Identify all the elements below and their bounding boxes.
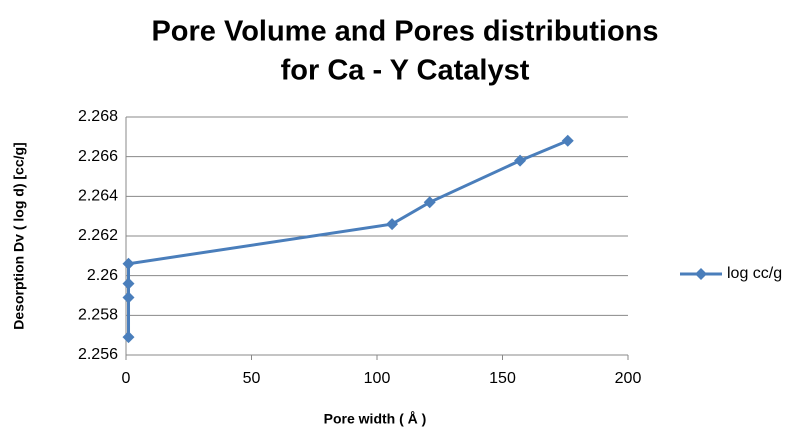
data-point [122, 331, 135, 344]
data-point [386, 218, 399, 231]
y-tick-label: 2.266 [78, 148, 118, 165]
chart-title: Pore Volume and Pores distributions [151, 16, 658, 48]
y-tick-label: 2.258 [78, 307, 118, 324]
data-point [423, 196, 436, 209]
legend-marker [695, 268, 707, 280]
y-tick-label: 2.268 [78, 108, 118, 125]
y-tick-label: 2.26 [87, 267, 118, 284]
y-axis-label: Desorption Dv ( log d) [cc/g] [11, 142, 27, 329]
legend-label: log cc/g [727, 265, 782, 282]
chart-title: for Ca - Y Catalyst [281, 55, 530, 87]
y-tick-label: 2.262 [78, 227, 118, 244]
x-tick-label: 150 [489, 370, 516, 387]
x-tick-label: 200 [615, 370, 642, 387]
data-point [122, 291, 135, 304]
x-tick-label: 50 [243, 370, 261, 387]
data-point [122, 257, 135, 270]
data-point [561, 134, 574, 147]
x-axis-label: Pore width ( Å ) [324, 411, 427, 427]
y-tick-label: 2.256 [78, 346, 118, 363]
x-tick-label: 0 [122, 370, 131, 387]
data-line [127, 139, 569, 338]
data-point [514, 154, 527, 167]
y-tick-label: 2.264 [78, 188, 118, 205]
x-tick-label: 100 [364, 370, 391, 387]
data-point [122, 277, 135, 290]
